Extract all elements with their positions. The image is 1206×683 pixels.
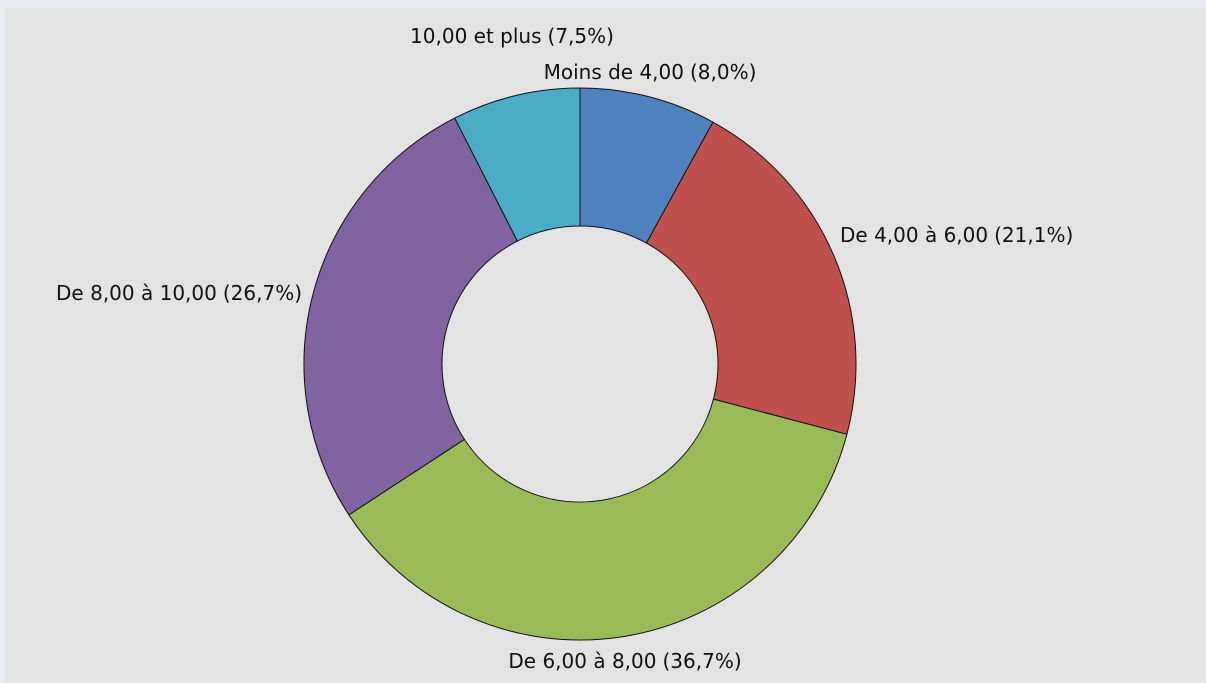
- slice-label: De 4,00 à 6,00 (21,1%): [840, 223, 1073, 247]
- donut-slice: [348, 398, 848, 641]
- donut-slice: [645, 121, 857, 435]
- value-label: (36,7%): [662, 649, 741, 673]
- category-label: 10,00 et plus: [410, 24, 541, 48]
- slice-label: Moins de 4,00 (8,0%): [544, 60, 757, 84]
- category-label: De 8,00 à 10,00: [56, 281, 217, 305]
- donut-slice: [454, 87, 581, 242]
- value-label: (21,1%): [994, 223, 1073, 247]
- value-label: (8,0%): [690, 60, 756, 84]
- value-label: (7,5%): [548, 24, 614, 48]
- value-label: (26,7%): [223, 281, 302, 305]
- category-label: De 4,00 à 6,00: [840, 223, 988, 247]
- donut-slice: [303, 117, 519, 516]
- slice-label: De 6,00 à 8,00 (36,7%): [508, 649, 741, 673]
- slice-label: 10,00 et plus (7,5%): [410, 24, 614, 48]
- category-label: Moins de 4,00: [544, 60, 684, 84]
- category-label: De 6,00 à 8,00: [508, 649, 656, 673]
- slice-label: De 8,00 à 10,00 (26,7%): [56, 281, 302, 305]
